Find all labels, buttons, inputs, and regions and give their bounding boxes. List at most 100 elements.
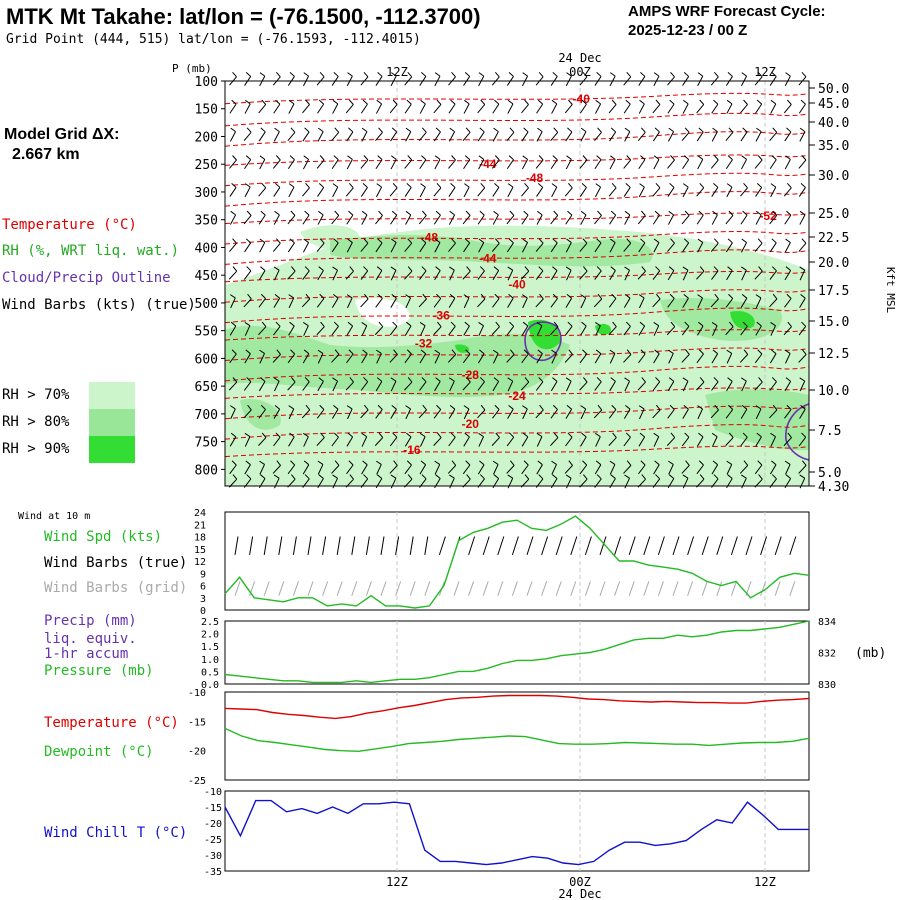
wind-barb bbox=[288, 432, 295, 447]
wind-barb-staff bbox=[783, 187, 792, 197]
wind-barb-staff bbox=[521, 187, 529, 197]
wind-barb bbox=[609, 127, 617, 142]
wind-barb-flag bbox=[493, 474, 499, 479]
wind-barb-staff bbox=[754, 353, 763, 364]
wind-barb-staff bbox=[652, 381, 661, 391]
wind-barb-flag bbox=[246, 266, 252, 272]
temperature-contour-label-6: -40 bbox=[508, 278, 526, 292]
wind-barb-staff bbox=[389, 187, 398, 197]
wind-barb-flag bbox=[332, 99, 339, 105]
wind-barb bbox=[784, 210, 792, 225]
wind-barb bbox=[783, 182, 792, 197]
wind-barb bbox=[259, 155, 266, 170]
wind-barb-staff bbox=[274, 270, 280, 281]
wind-barb-flag bbox=[451, 155, 456, 161]
wind-barb-staff bbox=[434, 159, 441, 170]
wind-barb-flag bbox=[698, 432, 704, 438]
wind-barb-flag bbox=[711, 322, 718, 327]
wind-barb-flag bbox=[565, 266, 572, 271]
wind-barb-flag bbox=[492, 460, 499, 465]
wind-barb-staff bbox=[770, 325, 776, 336]
wind-barb bbox=[433, 99, 442, 114]
wind-barb-staff bbox=[448, 436, 456, 447]
wind-barb-flag bbox=[392, 432, 398, 438]
wind-barb-staff bbox=[535, 409, 544, 419]
wind-barb bbox=[550, 127, 559, 142]
cloud-outline-1 bbox=[785, 403, 810, 461]
wind-barb-flag bbox=[231, 460, 237, 466]
wind-barb-flag bbox=[612, 432, 617, 438]
wind-barb-staff bbox=[317, 381, 324, 392]
wind-barb-staff bbox=[668, 353, 674, 364]
wind-barb-flag bbox=[273, 266, 280, 271]
wind-barb-staff bbox=[243, 131, 252, 142]
wind-barb-flag bbox=[656, 404, 661, 411]
wind-barb-flag bbox=[772, 404, 778, 411]
wind-barb-flag bbox=[290, 460, 296, 466]
wind-barb-staff bbox=[551, 186, 558, 198]
pressure-tick-label-6: 400 bbox=[195, 241, 218, 256]
wind-barb-flag bbox=[407, 474, 413, 480]
wind-barb-flag bbox=[784, 460, 791, 465]
surface-barb-true bbox=[687, 536, 695, 556]
wind-barb-flag bbox=[713, 71, 719, 78]
surface-barb-grid bbox=[482, 581, 489, 596]
wind-barb-flag bbox=[305, 182, 310, 189]
wind-barb bbox=[376, 460, 382, 475]
wind-barb-staff bbox=[783, 437, 792, 446]
wind-barb-staff bbox=[799, 270, 806, 281]
wind-barb bbox=[316, 293, 325, 308]
wind-barb-flag bbox=[668, 377, 675, 382]
wind-barb bbox=[259, 238, 266, 253]
wind-barb-flag bbox=[406, 99, 412, 105]
wind-barb-flag bbox=[567, 432, 573, 438]
wind-barb-flag bbox=[727, 72, 733, 77]
wind-barb bbox=[535, 377, 544, 391]
wind-barb bbox=[405, 294, 411, 309]
wind-barb bbox=[784, 238, 791, 253]
wind-barb bbox=[682, 405, 689, 419]
wind-barb-staff bbox=[272, 159, 281, 169]
wind-barb-flag bbox=[714, 404, 719, 411]
wind-barb-staff bbox=[521, 436, 529, 447]
wind-barb-staff bbox=[477, 270, 485, 280]
wind-barb-staff bbox=[564, 104, 573, 114]
wind-barb-staff bbox=[653, 159, 660, 170]
pressure-tick-label-7: 450 bbox=[195, 269, 218, 284]
wind-barb-flag bbox=[799, 377, 805, 382]
wind-barb bbox=[725, 293, 734, 308]
wind-barb-flag bbox=[362, 183, 368, 188]
windchill-y-tick-2: -25 bbox=[204, 835, 222, 846]
wind-barb-flag bbox=[537, 183, 544, 188]
wind-barb-staff bbox=[740, 131, 748, 142]
wind-barb bbox=[608, 432, 617, 446]
wind-barb bbox=[638, 432, 646, 447]
surface-barb-true bbox=[672, 536, 680, 556]
wind-barb-flag bbox=[245, 349, 251, 355]
wind-barb-staff bbox=[769, 242, 777, 253]
surface-barb-grid bbox=[468, 581, 475, 596]
wind-barb-staff bbox=[229, 159, 237, 169]
wind-barb-flag bbox=[464, 238, 471, 244]
wind-barb bbox=[550, 238, 558, 253]
wind-barb bbox=[229, 349, 237, 364]
wind-barb bbox=[624, 377, 630, 392]
precip-panel-frame bbox=[224, 620, 810, 685]
height-tick-label-5: 25.0 bbox=[818, 207, 849, 222]
wind-barb bbox=[316, 321, 325, 336]
wind-barb-staff bbox=[331, 465, 340, 474]
wind-barb-staff bbox=[639, 297, 645, 309]
wind-barb-staff bbox=[667, 270, 675, 281]
wind-barb bbox=[551, 349, 557, 364]
wind-barb-staff bbox=[740, 408, 748, 419]
wind-barb bbox=[580, 432, 587, 447]
wind-barb-flag bbox=[303, 238, 309, 243]
wind-barb-flag bbox=[479, 266, 485, 272]
surface-barb-grid bbox=[234, 581, 241, 596]
wind-barb-flag bbox=[303, 155, 309, 160]
wind-barb-flag bbox=[436, 182, 442, 189]
height-tick-label-13: 5.0 bbox=[818, 466, 841, 481]
wind-barb-flag bbox=[376, 266, 383, 271]
wind-barb-staff bbox=[521, 159, 529, 170]
wind-barb-flag bbox=[318, 474, 324, 479]
